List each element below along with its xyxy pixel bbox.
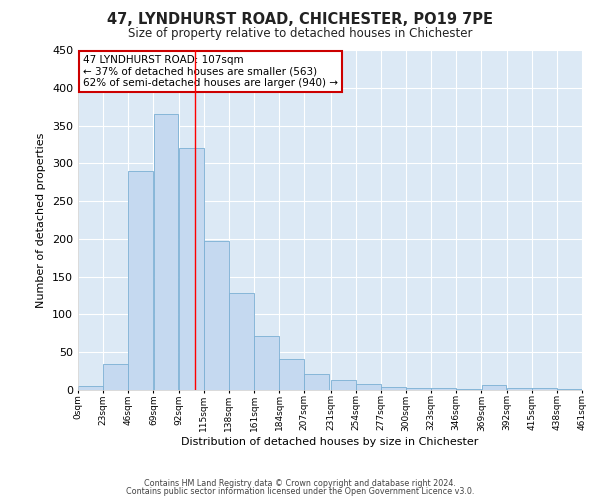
Bar — [557, 389, 582, 390]
Bar — [532, 388, 557, 390]
Bar — [482, 386, 506, 390]
Bar — [304, 374, 329, 390]
Bar — [431, 388, 456, 390]
Text: 47 LYNDHURST ROAD: 107sqm
← 37% of detached houses are smaller (563)
62% of semi: 47 LYNDHURST ROAD: 107sqm ← 37% of detac… — [83, 55, 338, 88]
Bar — [229, 294, 254, 390]
Bar — [280, 359, 304, 390]
Bar — [254, 336, 279, 390]
Bar — [154, 114, 178, 390]
Text: Contains public sector information licensed under the Open Government Licence v3: Contains public sector information licen… — [126, 487, 474, 496]
Text: Size of property relative to detached houses in Chichester: Size of property relative to detached ho… — [128, 28, 472, 40]
Bar — [381, 387, 406, 390]
Bar — [78, 386, 103, 390]
Bar — [331, 380, 356, 390]
Text: 47, LYNDHURST ROAD, CHICHESTER, PO19 7PE: 47, LYNDHURST ROAD, CHICHESTER, PO19 7PE — [107, 12, 493, 28]
Bar — [457, 389, 481, 390]
Bar — [128, 171, 153, 390]
Bar — [179, 148, 203, 390]
Bar — [204, 241, 229, 390]
Y-axis label: Number of detached properties: Number of detached properties — [37, 132, 46, 308]
Bar — [507, 388, 532, 390]
X-axis label: Distribution of detached houses by size in Chichester: Distribution of detached houses by size … — [181, 438, 479, 448]
Text: Contains HM Land Registry data © Crown copyright and database right 2024.: Contains HM Land Registry data © Crown c… — [144, 478, 456, 488]
Bar — [406, 388, 431, 390]
Bar — [356, 384, 380, 390]
Bar — [103, 364, 128, 390]
